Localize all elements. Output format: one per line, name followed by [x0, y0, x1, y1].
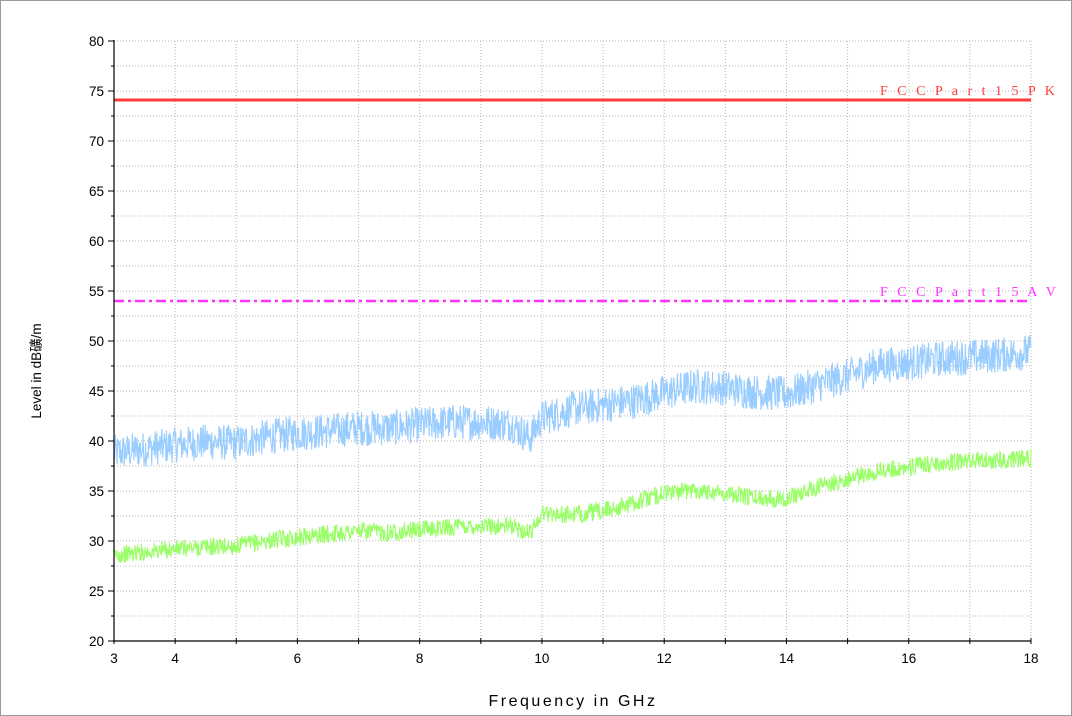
- limit-label-2: F C C P a r t 1 5 A V: [880, 285, 1059, 300]
- x-tick-label: 16: [901, 651, 916, 666]
- y-tick-label: 25: [89, 584, 104, 599]
- x-tick-label: 6: [294, 651, 302, 666]
- series-layer: [113, 334, 1032, 563]
- x-tick-label: 18: [1023, 651, 1038, 666]
- y-tick-label: 75: [89, 84, 104, 99]
- y-tick-label: 65: [89, 184, 104, 199]
- x-tick-label: 8: [416, 651, 424, 666]
- series-line-1: [113, 334, 1032, 467]
- x-axis-label: Frequency in GHz: [489, 693, 658, 710]
- y-tick-label: 50: [89, 334, 104, 349]
- series-line-2: [113, 449, 1032, 563]
- y-tick-label: 45: [89, 384, 104, 399]
- plot-area: 20 25 30 35 40 45 50 55 60 65 70 75 80 3 4 6 8 10 12 14 16 18…: [89, 34, 1059, 666]
- limit-labels: F C C P a r t 1 5 P K F C C P a r t 1 5 A…: [880, 84, 1059, 300]
- y-tick-label: 40: [89, 434, 104, 449]
- y-tick-label: 35: [89, 484, 104, 499]
- y-tick-label: 80: [89, 34, 104, 49]
- y-tick-label: 20: [89, 634, 104, 649]
- x-tick-label: 3: [110, 651, 118, 666]
- limit-label-1: F C C P a r t 1 5 P K: [880, 84, 1058, 99]
- axes: 20 25 30 35 40 45 50 55 60 65 70 75 80 3 4 6 8 10 12 14 16 18: [89, 34, 1039, 666]
- plot-background: [114, 41, 1031, 641]
- y-tick-label: 60: [89, 234, 104, 249]
- x-tick-label: 10: [534, 651, 549, 666]
- y-tick-label: 30: [89, 534, 104, 549]
- y-axis-label: Level in dB礦/m: [28, 323, 44, 418]
- x-tick-label: 12: [657, 651, 672, 666]
- x-tick-label: 4: [171, 651, 179, 666]
- y-tick-label: 55: [89, 284, 104, 299]
- x-tick-label: 14: [779, 651, 795, 666]
- y-tick-label: 70: [89, 134, 104, 149]
- limit-lines: [114, 98, 1031, 303]
